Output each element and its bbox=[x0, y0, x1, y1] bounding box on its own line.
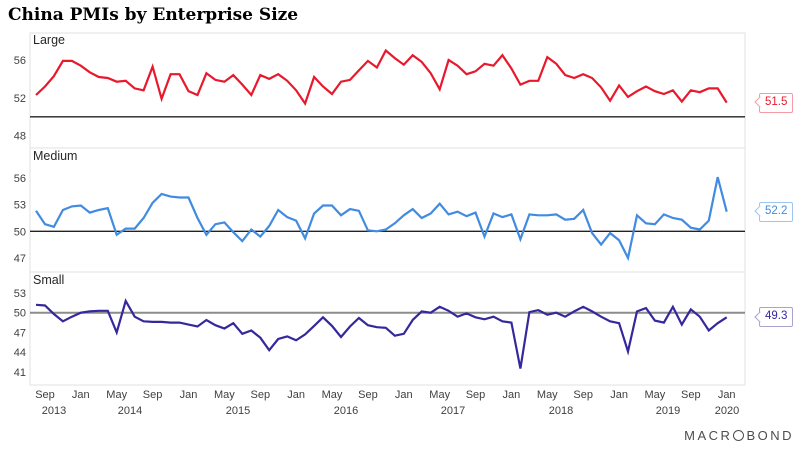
callout-medium-last-value: 52.2 bbox=[753, 201, 794, 222]
x-year-label: 2019 bbox=[656, 405, 680, 417]
y-tick-label-medium: 47 bbox=[14, 253, 26, 265]
y-tick-label-small: 53 bbox=[14, 288, 26, 300]
y-tick-label-medium: 50 bbox=[14, 226, 26, 238]
x-year-label: 2020 bbox=[715, 405, 739, 417]
x-month-label: May bbox=[429, 389, 450, 401]
callout-large-last-value: 51.5 bbox=[753, 92, 794, 113]
x-month-label: Sep bbox=[466, 389, 486, 401]
series-line-large bbox=[35, 48, 728, 106]
x-month-label: Jan bbox=[610, 389, 628, 401]
x-month-label: Jan bbox=[503, 389, 521, 401]
x-year-label: 2016 bbox=[334, 405, 358, 417]
panel-border-small bbox=[29, 271, 746, 386]
chart-title: China PMIs by Enterprise Size bbox=[8, 5, 299, 25]
y-tick-label-small: 47 bbox=[14, 327, 26, 339]
panel-border-medium bbox=[29, 147, 746, 273]
y-tick-label-small: 44 bbox=[14, 347, 26, 359]
y-tick-label-large: 52 bbox=[14, 93, 26, 105]
logo-circle-icon bbox=[733, 430, 745, 441]
y-tick-label-medium: 56 bbox=[14, 173, 26, 185]
x-month-label: Jan bbox=[718, 389, 736, 401]
y-tick-label-small: 50 bbox=[14, 308, 26, 320]
callout-medium-text: 52.2 bbox=[765, 204, 788, 217]
panel-label-medium: Medium bbox=[33, 149, 78, 163]
x-month-label: May bbox=[214, 389, 235, 401]
macrobond-logo: MACR BOND bbox=[684, 428, 794, 443]
x-month-label: Jan bbox=[72, 389, 90, 401]
x-month-label: Sep bbox=[35, 389, 55, 401]
callout-large-text: 51.5 bbox=[765, 95, 788, 108]
x-year-label: 2015 bbox=[226, 405, 250, 417]
logo-text-right: BOND bbox=[746, 428, 794, 443]
x-month-label: Jan bbox=[180, 389, 198, 401]
panel-label-large: Large bbox=[33, 33, 65, 47]
y-tick-label-large: 56 bbox=[14, 55, 26, 67]
x-month-label: May bbox=[645, 389, 666, 401]
x-year-label: 2018 bbox=[549, 405, 573, 417]
x-month-label: Sep bbox=[358, 389, 378, 401]
x-month-label: Sep bbox=[681, 389, 701, 401]
x-month-label: May bbox=[537, 389, 558, 401]
series-line-small bbox=[35, 298, 728, 369]
x-month-label: Sep bbox=[251, 389, 271, 401]
x-month-label: Sep bbox=[573, 389, 593, 401]
x-year-label: 2013 bbox=[42, 405, 66, 417]
y-tick-label-medium: 53 bbox=[14, 200, 26, 212]
x-year-label: 2017 bbox=[441, 405, 465, 417]
y-tick-label-small: 41 bbox=[14, 367, 26, 379]
x-month-label: Sep bbox=[143, 389, 163, 401]
y-tick-label-large: 48 bbox=[14, 131, 26, 143]
logo-text-left: MACR bbox=[684, 428, 733, 443]
x-month-label: May bbox=[106, 389, 127, 401]
series-line-medium bbox=[35, 176, 728, 262]
x-month-label: Jan bbox=[287, 389, 305, 401]
callout-small-text: 49.3 bbox=[765, 310, 788, 323]
x-month-label: Jan bbox=[395, 389, 413, 401]
callout-small-last-value: 49.3 bbox=[753, 307, 794, 328]
x-month-label: May bbox=[322, 389, 343, 401]
x-year-label: 2014 bbox=[118, 405, 142, 417]
panel-label-small: Small bbox=[33, 273, 65, 287]
